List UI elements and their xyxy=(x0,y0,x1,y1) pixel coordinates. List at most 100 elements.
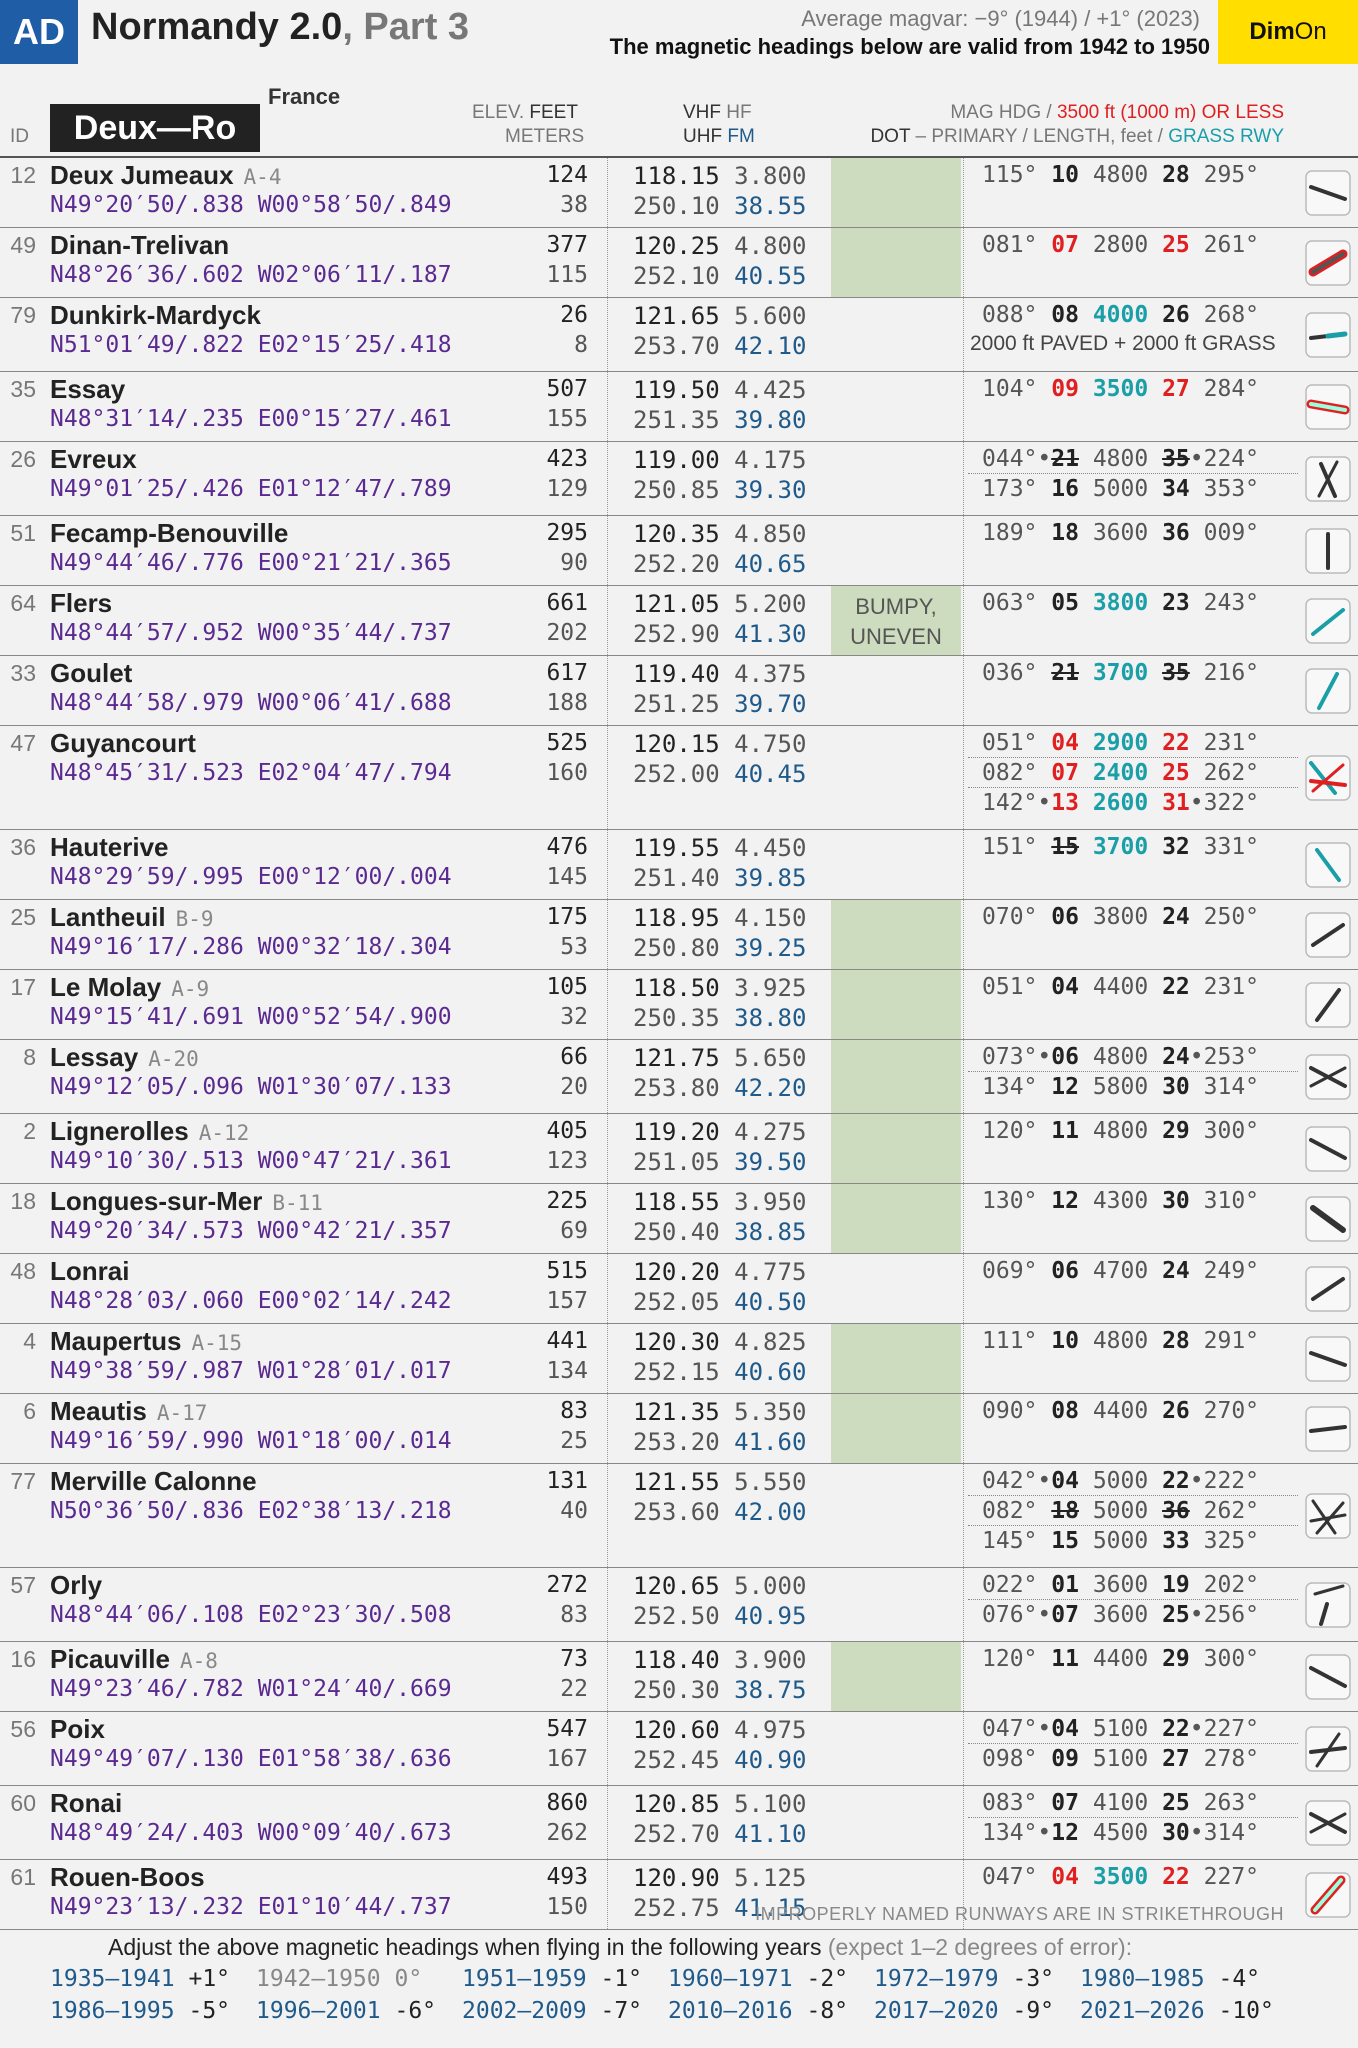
vhf-frequency: 119.50 xyxy=(633,376,720,404)
airfield-coordinates: N49°01′25/.426 E01°12′47/.789 xyxy=(50,476,452,502)
uhf-frequency: 252.45 xyxy=(633,1746,720,1774)
airfield-name: Essay xyxy=(50,374,125,405)
dimon-button[interactable]: DimOn xyxy=(1218,0,1358,64)
surface-highlight xyxy=(831,1184,961,1253)
table-row: 2 Lignerolles A-12 N49°10′30/.513 W00°47′21… xyxy=(0,1114,1358,1184)
elevation-feet: 175 xyxy=(546,904,588,930)
vhf-frequency: 118.15 xyxy=(633,162,720,190)
runway-heading: 047° xyxy=(982,1864,1038,1890)
runway-divider xyxy=(968,1599,1298,1600)
column-divider xyxy=(963,1324,964,1393)
hf-frequency: 4.175 xyxy=(734,446,807,474)
elevation-feet: 617 xyxy=(546,660,588,686)
vhf-hf-frequency: 120.30 4.825 xyxy=(633,1328,806,1356)
column-divider xyxy=(963,1860,964,1929)
runway-number: 22 xyxy=(1162,1864,1190,1890)
uhf-frequency: 251.05 xyxy=(633,1148,720,1176)
uhf-frequency: 252.00 xyxy=(633,760,720,788)
airfield-coordinates: N49°16′17/.286 W00°32′18/.304 xyxy=(50,934,452,960)
runway-number: 35 xyxy=(1162,660,1190,686)
airfield-id: 12 xyxy=(10,162,36,188)
vhf-frequency: 120.60 xyxy=(633,1716,720,1744)
airfield-name: Goulet xyxy=(50,658,132,689)
airfield-coordinates: N50°36′50/.836 E02°38′13/.218 xyxy=(50,1498,452,1524)
airfield-id: 6 xyxy=(23,1398,36,1424)
year-adjustment: 1972–1979 -3° xyxy=(874,1966,1054,1992)
uhf-frequency: 250.30 xyxy=(633,1676,720,1704)
table-row: 49 Dinan-Trelivan N48°26′36/.602 W02°06′11… xyxy=(0,228,1358,298)
table-row: 16 Picauville A-8 N49°23′46/.782 W01°24′40/… xyxy=(0,1642,1358,1712)
table-row: 56 Poix N49°49′07/.130 E01°58′38/.636 547 16… xyxy=(0,1712,1358,1786)
airfield-coordinates: N49°49′07/.130 E01°58′38/.636 xyxy=(50,1746,452,1772)
runway-entry: 081° 07 2800 25 261° xyxy=(982,232,1259,258)
runway-number: 26 xyxy=(1162,302,1190,328)
table-row: 57 Orly N48°44′06/.108 E02°23′30/.508 272 83… xyxy=(0,1568,1358,1642)
vhf-hf-frequency: 119.50 4.425 xyxy=(633,376,806,404)
airfield-name-text: Rouen-Boos xyxy=(50,1862,205,1892)
uhf-fm-frequency: 251.40 39.85 xyxy=(633,864,806,892)
column-divider xyxy=(607,1860,608,1929)
airfield-code: A-12 xyxy=(198,1121,250,1145)
runway-heading: 284° xyxy=(1203,376,1260,402)
runway-heading: 098° xyxy=(982,1746,1038,1772)
year-range: 1960–1971 xyxy=(668,1966,793,1992)
elevation-feet: 515 xyxy=(546,1258,588,1284)
runway-divider xyxy=(968,1495,1298,1496)
magvar-text: Average magvar: −9° (1944) / +1° (2023) xyxy=(801,6,1200,31)
airfield-name: Orly xyxy=(50,1570,102,1601)
runway-number: 19 xyxy=(1162,1572,1190,1598)
runway-heading: 081° xyxy=(982,232,1038,258)
airfield-name-text: Lantheuil xyxy=(50,902,166,932)
runway-number: 10 xyxy=(1051,162,1079,188)
runway-number: 08 xyxy=(1051,1398,1079,1424)
airfield-id: 49 xyxy=(10,232,36,258)
runway-diagram-icon xyxy=(1305,842,1351,888)
runway-length: 4800 xyxy=(1092,1328,1149,1354)
airfield-name: Lonrai xyxy=(50,1256,129,1287)
column-divider xyxy=(963,1114,964,1183)
runway-diagram-icon xyxy=(1305,240,1351,286)
runway-length: 4800 xyxy=(1092,1044,1149,1070)
runway-entry: 047° 04 3500 22 227° xyxy=(982,1864,1259,1890)
airfield-id: 4 xyxy=(23,1328,36,1354)
year-range: 2021–2026 xyxy=(1080,1998,1205,2024)
column-divider xyxy=(607,158,608,227)
runway-heading: •322° xyxy=(1189,790,1260,816)
elevation-feet: 547 xyxy=(546,1716,588,1742)
runway-entry: 073°•06 4800 24•253° xyxy=(982,1044,1259,1070)
year-adjustment: 1986–1995 -5° xyxy=(50,1998,230,2024)
runway-heading: •222° xyxy=(1189,1468,1260,1494)
runway-divider xyxy=(968,757,1298,758)
title-text: Normandy 2.0 xyxy=(91,6,343,48)
runway-length: 2800 xyxy=(1092,232,1149,258)
uhf-frequency: 252.75 xyxy=(633,1894,720,1922)
runway-entry: 189° 18 3600 36 009° xyxy=(982,520,1259,546)
uhf-fm-frequency: 250.80 39.25 xyxy=(633,934,806,962)
year-offset: -1° xyxy=(600,1966,643,1992)
hf-frequency: 4.800 xyxy=(734,232,807,260)
hf-frequency: 4.425 xyxy=(734,376,807,404)
airfield-coordinates: N49°23′13/.232 E01°10′44/.737 xyxy=(50,1894,452,1920)
elevation-meters: 20 xyxy=(560,1074,588,1100)
year-adjustment: 2002–2009 -7° xyxy=(462,1998,642,2024)
adjust-note: Adjust the above magnetic headings when … xyxy=(108,1934,1133,1960)
airfield-name: Meautis A-17 xyxy=(50,1396,207,1427)
runway-number: 11 xyxy=(1051,1118,1079,1144)
runway-entry: 120° 11 4400 29 300° xyxy=(982,1646,1259,1672)
fm-frequency: 41.60 xyxy=(734,1428,807,1456)
runway-number: 08 xyxy=(1051,302,1079,328)
elevation-feet: 493 xyxy=(546,1864,588,1890)
fm-frequency: 39.30 xyxy=(734,476,807,504)
uhf-frequency: 252.15 xyxy=(633,1358,720,1386)
hf-frequency: 5.350 xyxy=(734,1398,807,1426)
column-divider xyxy=(607,900,608,969)
table-row: 51 Fecamp-Benouville N49°44′46/.776 E00°21… xyxy=(0,516,1358,586)
elevation-meters: 145 xyxy=(546,864,588,890)
column-header: ID France Deux—Ro ELEV. FEET METERS VHF … xyxy=(0,66,1358,158)
uhf-frequency: 251.40 xyxy=(633,864,720,892)
elevation-feet: 66 xyxy=(560,1044,588,1070)
airfield-name-text: Orly xyxy=(50,1570,103,1600)
year-offset: -8° xyxy=(806,1998,849,2024)
year-range: 1986–1995 xyxy=(50,1998,175,2024)
runway-number: 28 xyxy=(1162,162,1190,188)
